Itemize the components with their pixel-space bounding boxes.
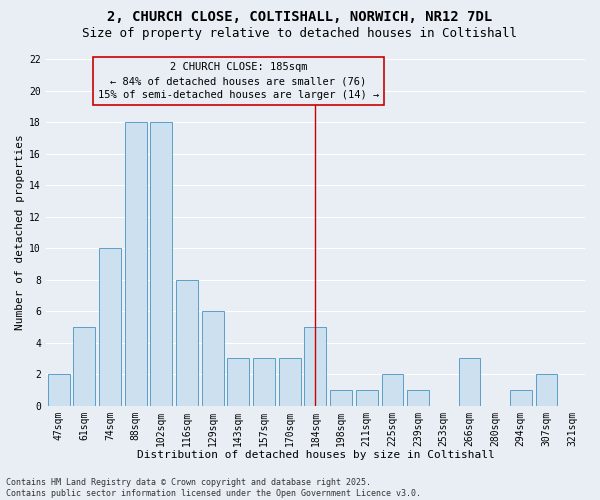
Bar — [330, 390, 352, 406]
Text: Size of property relative to detached houses in Coltishall: Size of property relative to detached ho… — [83, 28, 517, 40]
Bar — [202, 311, 224, 406]
Bar — [99, 248, 121, 406]
Bar — [48, 374, 70, 406]
Bar — [253, 358, 275, 406]
Text: 2, CHURCH CLOSE, COLTISHALL, NORWICH, NR12 7DL: 2, CHURCH CLOSE, COLTISHALL, NORWICH, NR… — [107, 10, 493, 24]
Bar — [125, 122, 146, 406]
Text: 2 CHURCH CLOSE: 185sqm
← 84% of detached houses are smaller (76)
15% of semi-det: 2 CHURCH CLOSE: 185sqm ← 84% of detached… — [98, 62, 379, 100]
Bar — [356, 390, 377, 406]
Bar — [227, 358, 249, 406]
Bar — [151, 122, 172, 406]
Bar — [407, 390, 429, 406]
Bar — [73, 327, 95, 406]
Bar — [279, 358, 301, 406]
Bar — [304, 327, 326, 406]
Bar — [510, 390, 532, 406]
Bar — [536, 374, 557, 406]
Bar — [382, 374, 403, 406]
X-axis label: Distribution of detached houses by size in Coltishall: Distribution of detached houses by size … — [137, 450, 494, 460]
Y-axis label: Number of detached properties: Number of detached properties — [15, 134, 25, 330]
Bar — [458, 358, 481, 406]
Bar — [176, 280, 198, 406]
Text: Contains HM Land Registry data © Crown copyright and database right 2025.
Contai: Contains HM Land Registry data © Crown c… — [6, 478, 421, 498]
